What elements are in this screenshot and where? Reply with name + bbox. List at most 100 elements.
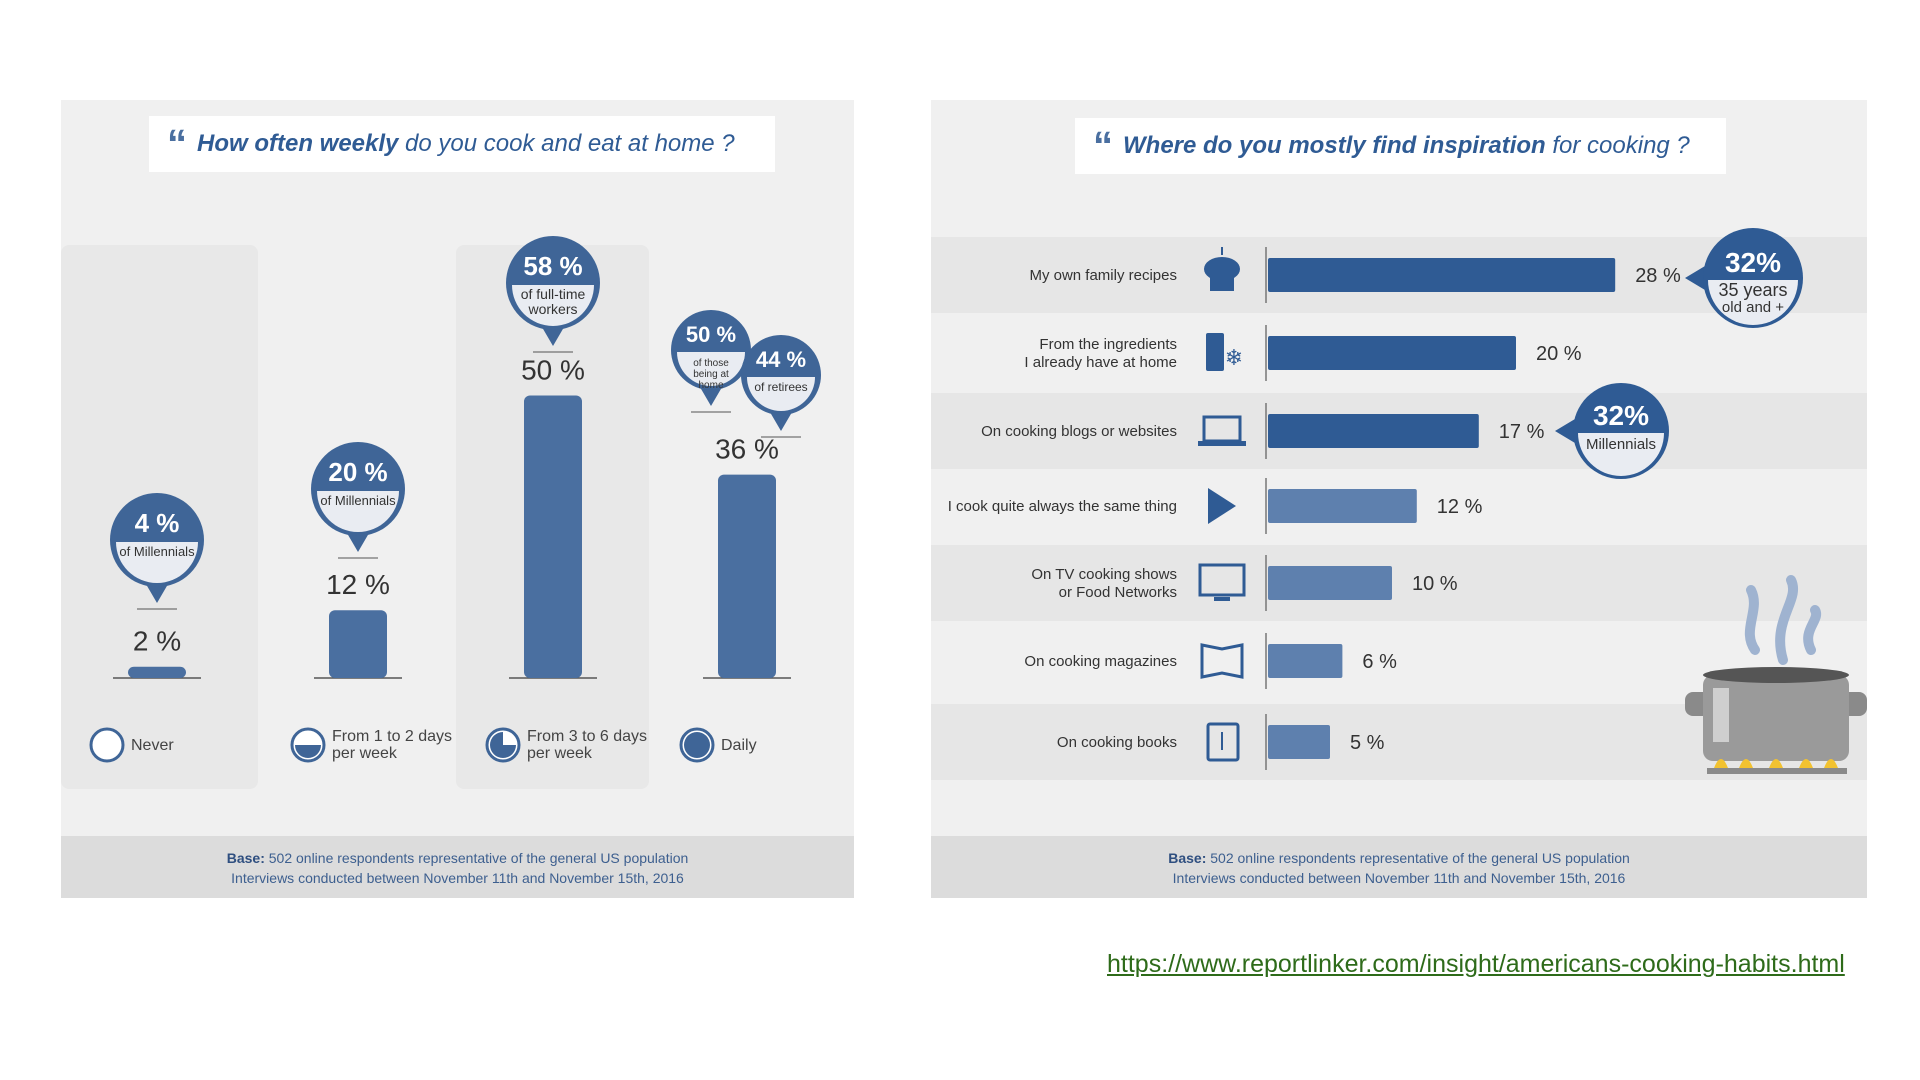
value-label-never: 2 % bbox=[133, 626, 181, 657]
bubble-text: being at bbox=[693, 369, 729, 380]
bubble-text: 35 years bbox=[1718, 280, 1787, 300]
legend-label: Daily bbox=[721, 737, 757, 754]
bubble-text: of Millennials bbox=[320, 493, 396, 508]
laptop-icon bbox=[1198, 415, 1246, 446]
category-label: On cooking books bbox=[1057, 734, 1177, 751]
bubble-text: home bbox=[698, 380, 723, 391]
pie-fill bbox=[684, 732, 710, 758]
bubble-value: 58 % bbox=[523, 251, 582, 281]
inspiration-panel: “ Where do you mostly find inspiration f… bbox=[931, 100, 1867, 898]
value-label-on-cooking-books: 5 % bbox=[1350, 732, 1385, 754]
pie-fill bbox=[490, 732, 516, 758]
steam-icon bbox=[1744, 585, 1760, 655]
bubble-lower bbox=[1708, 280, 1798, 325]
weekly-cooking-title: “ How often weekly do you cook and eat a… bbox=[149, 116, 775, 172]
bubble-lower bbox=[317, 491, 399, 532]
magazine-icon bbox=[1200, 643, 1244, 679]
value-label-daily: 36 % bbox=[715, 434, 779, 465]
quote-icon: “ bbox=[167, 122, 187, 166]
bar-i-cook-quite-always-the-same-thing bbox=[1268, 489, 1417, 523]
stove-grate bbox=[1707, 768, 1847, 774]
tv-icon bbox=[1198, 563, 1246, 601]
footer-line1: 502 online respondents representative of… bbox=[268, 850, 689, 866]
title-bold: Where do you mostly find inspiration bbox=[1123, 132, 1546, 159]
value-label-from-the-ingredients-i-already-have-at-home: 20 % bbox=[1536, 343, 1582, 365]
category-label: My own family recipes bbox=[1029, 267, 1177, 284]
bar-from-1-to-2-days-per-week bbox=[329, 610, 387, 678]
bubble-lower bbox=[512, 285, 594, 326]
pot-shine bbox=[1713, 688, 1729, 742]
footer-line2: Interviews conducted between November 11… bbox=[231, 870, 684, 886]
legend-item-daily: Daily bbox=[679, 727, 757, 763]
pasta-icon bbox=[1208, 488, 1236, 524]
footer-base-label: Base: bbox=[1168, 850, 1207, 866]
category-label: From the ingredients bbox=[1039, 336, 1177, 353]
value-label-on-cooking-magazines: 6 % bbox=[1362, 651, 1397, 673]
inspiration-bar-chart: 28 % My own family recipes 20 % From the in… bbox=[931, 228, 1867, 780]
bubble-value: 4 % bbox=[135, 508, 180, 538]
legend-label: per week bbox=[332, 745, 398, 762]
value-label-on-cooking-blogs-or-websites: 17 % bbox=[1499, 421, 1545, 443]
bar-on-cooking-books bbox=[1268, 725, 1330, 759]
bar-on-cooking-blogs-or-websites bbox=[1268, 414, 1479, 448]
title-rest: for cooking ? bbox=[1552, 132, 1690, 159]
frequency-pie-icon bbox=[89, 727, 125, 763]
flame-icon bbox=[1824, 759, 1838, 768]
flame-icon bbox=[1714, 759, 1728, 768]
bar-on-tv-cooking-shows-or-food-networks bbox=[1268, 566, 1392, 600]
cooking-pot-illustration bbox=[1685, 575, 1867, 774]
category-label: On cooking magazines bbox=[1024, 653, 1177, 670]
value-label-from-1-to-2-days-per-week: 12 % bbox=[326, 569, 390, 600]
value-label-from-3-to-6-days-per-week: 50 % bbox=[521, 355, 585, 386]
title-bold: How often weekly bbox=[197, 130, 399, 157]
bubble-lower bbox=[747, 377, 815, 411]
bar-from-3-to-6-days-per-week bbox=[524, 395, 582, 678]
bar-on-cooking-magazines bbox=[1268, 644, 1343, 678]
bubble-text: workers bbox=[527, 301, 577, 317]
bubble-value: 50 % bbox=[686, 322, 736, 347]
legend-label: From 1 to 2 days bbox=[332, 728, 452, 745]
bubble-pointer bbox=[1555, 419, 1575, 443]
bar-never bbox=[128, 666, 186, 678]
legend-label: From 3 to 6 days bbox=[527, 728, 647, 745]
category-label: On cooking blogs or websites bbox=[981, 423, 1177, 440]
bubble-text: of Millennials bbox=[119, 544, 195, 559]
fridge-icon: ❄ bbox=[1206, 333, 1243, 371]
annotation-daily-retirees: 44 % of retirees bbox=[741, 335, 821, 438]
pie-fill bbox=[295, 745, 321, 758]
bubble-value: 32% bbox=[1725, 247, 1781, 278]
category-label: On TV cooking shows bbox=[1031, 566, 1177, 583]
legend-label: per week bbox=[527, 745, 593, 762]
cookbook-icon bbox=[1206, 722, 1240, 762]
bubble-text: of those bbox=[693, 358, 729, 369]
category-label: I cook quite always the same thing bbox=[948, 498, 1177, 515]
bar-from-the-ingredients-i-already-have-at-home bbox=[1268, 336, 1516, 370]
svg-text:❄: ❄ bbox=[1225, 345, 1243, 370]
category-label: or Food Networks bbox=[1059, 584, 1177, 601]
annotation-never: 4 % of Millennials bbox=[110, 493, 204, 610]
value-label-on-tv-cooking-shows-or-food-networks: 10 % bbox=[1412, 573, 1458, 595]
bubble-value: 32% bbox=[1593, 400, 1649, 431]
value-label-i-cook-quite-always-the-same-thing: 12 % bbox=[1437, 496, 1483, 518]
flame-icon bbox=[1799, 759, 1813, 768]
chef-hat-icon bbox=[1204, 247, 1240, 291]
value-label-my-own-family-recipes: 28 % bbox=[1635, 265, 1681, 287]
bubble-pointer bbox=[1685, 266, 1705, 290]
legend-item-never: Never bbox=[89, 727, 174, 763]
bubble-lower bbox=[116, 542, 198, 583]
row-band bbox=[931, 545, 1867, 621]
footer-base-label: Base: bbox=[226, 850, 265, 866]
title-rest: do you cook and eat at home ? bbox=[405, 130, 735, 157]
bar-daily bbox=[718, 474, 776, 678]
bubble-value: 20 % bbox=[328, 457, 387, 487]
right-footer: Base: 502 online respondents representat… bbox=[931, 836, 1867, 898]
bubble-text: of retirees bbox=[754, 380, 807, 394]
bubble-lower bbox=[677, 352, 745, 386]
bubble-text: Millennials bbox=[1586, 436, 1656, 453]
source-link[interactable]: https://www.reportlinker.com/insight/ame… bbox=[1107, 950, 1845, 978]
steam-icon bbox=[1775, 575, 1798, 665]
